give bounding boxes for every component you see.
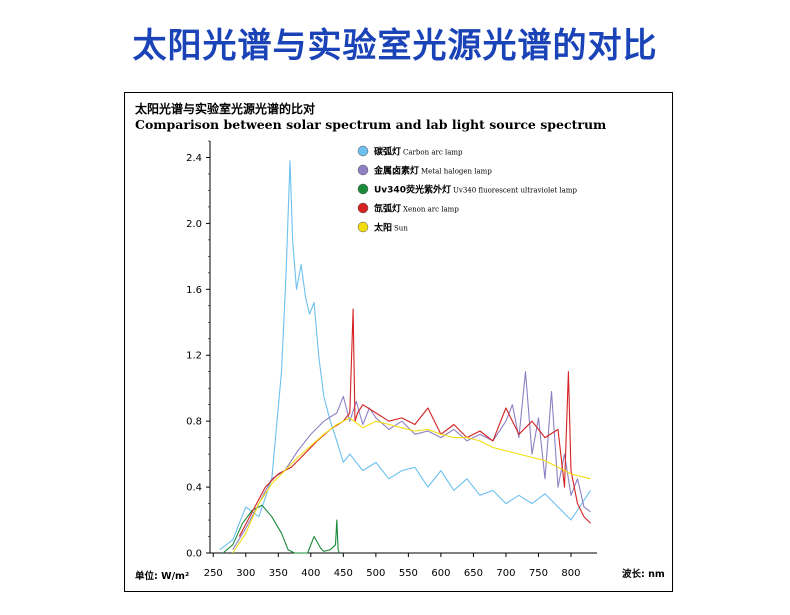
x-tick-label: 450 (334, 568, 353, 579)
chart-frame: 太阳光谱与实验室光源光谱的比对 Comparison between solar… (124, 92, 673, 592)
legend-label: 金属卤素灯 Metal halogen lamp (373, 165, 492, 177)
legend-label: 氙弧灯 Xenon arc lamp (374, 203, 459, 215)
series-layer (219, 160, 591, 554)
x-tick-label: 550 (399, 568, 418, 579)
y-tick-label: 0.4 (186, 483, 202, 494)
legend-marker (357, 183, 369, 195)
series-line-3 (222, 504, 340, 554)
legend-marker (357, 145, 369, 157)
series-line-5 (232, 417, 591, 554)
legend-label-en: Uv340 fluorescent ultraviolet lamp (453, 187, 577, 195)
legend-label-en: Xenon arc lamp (403, 206, 459, 214)
x-tick-label: 500 (366, 568, 385, 579)
x-tick-label: 750 (529, 568, 548, 579)
x-tick-label: 600 (431, 568, 450, 579)
legend-marker (357, 202, 369, 214)
legend-label: 碳弧灯 Carbon arc lamp (374, 146, 463, 158)
chart-legend: 碳弧灯 Carbon arc lamp 金属卤素灯 Metal halogen lam… (357, 145, 577, 234)
y-tick-label: 2.0 (186, 219, 202, 230)
legend-label-en: Metal halogen lamp (421, 168, 492, 176)
y-tick-label: 0.8 (186, 417, 202, 428)
legend-marker (357, 164, 369, 176)
y-tick-label: 0.0 (186, 549, 202, 560)
chart-title: 太阳光谱与实验室光源光谱的比对 (135, 101, 315, 116)
legend-label: Uv340荧光紫外灯 Uv340 fluorescent ultraviolet … (374, 184, 577, 196)
y-tick-label: 1.6 (186, 285, 202, 296)
legend-label-en: Sun (394, 225, 408, 233)
legend-marker (357, 221, 369, 233)
x-axis-label: 波长: nm (622, 568, 665, 580)
series-line-1 (219, 160, 591, 551)
y-axis-unit-label: 单位: W/m² (135, 570, 189, 582)
spectrum-chart: 太阳光谱与实验室光源光谱的比对 Comparison between solar… (135, 101, 665, 582)
x-tick-label: 250 (204, 568, 223, 579)
x-tick-label: 350 (269, 568, 288, 579)
slide-title: 太阳光谱与实验室光源光谱的对比 (132, 26, 658, 66)
legend-label: 太阳 Sun (373, 222, 408, 234)
chart-axes: 0.0 0.4 0.8 1.2 1.6 2.0 2.4 250 300 350 400 450 500 5… (186, 140, 597, 579)
x-tick-label: 400 (301, 568, 320, 579)
y-tick-label: 2.4 (186, 153, 202, 164)
y-tick-label: 1.2 (186, 351, 202, 362)
series-line-2 (232, 371, 591, 550)
x-tick-label: 800 (561, 568, 580, 579)
chart-subtitle: Comparison between solar spectrum and la… (135, 117, 606, 132)
x-tick-label: 700 (496, 568, 515, 579)
x-tick-label: 300 (236, 568, 255, 579)
series-line-4 (238, 308, 591, 537)
legend-label-en: Carbon arc lamp (403, 149, 463, 157)
x-tick-label: 650 (464, 568, 483, 579)
